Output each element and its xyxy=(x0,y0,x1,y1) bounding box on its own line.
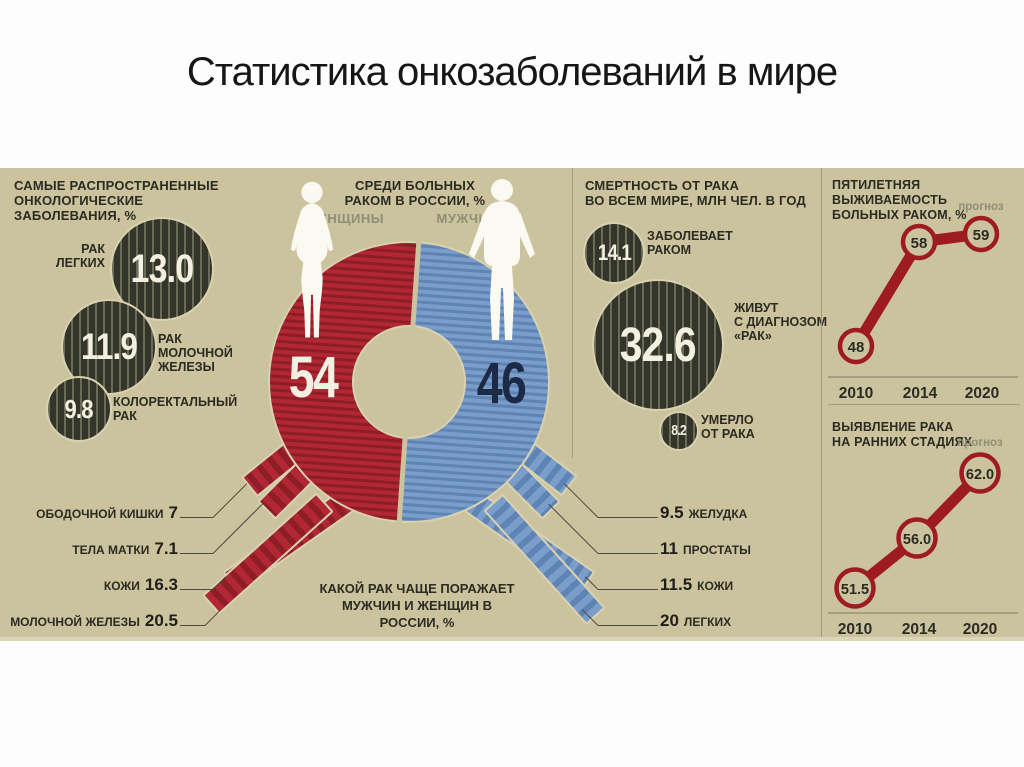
detection-heading: ВЫЯВЛЕНИЕ РАКА НА РАННИХ СТАДИЯХ xyxy=(832,420,973,449)
chart-panel-divider xyxy=(828,404,1020,405)
women-type-row: ТЕЛА МАТКИ 7.1 xyxy=(0,539,178,559)
type-value: 11 xyxy=(660,539,678,558)
men-share-value: 46 xyxy=(476,351,527,416)
type-label: КОЖИ xyxy=(103,579,140,593)
russia-caption: КАКОЙ РАК ЧАЩЕ ПОРАЖАЕТ МУЖЧИН И ЖЕНЩИН … xyxy=(319,581,515,630)
women-type-row: КОЖИ 16.3 xyxy=(0,575,178,595)
bubble-deaths-value: 8.2 xyxy=(671,423,687,439)
connector-line xyxy=(204,609,221,626)
year-label: 2020 xyxy=(965,385,999,402)
survival-heading: ПЯТИЛЕТНЯЯ ВЫЖИВАЕМОСТЬ БОЛЬНЫХ РАКОМ, % xyxy=(832,178,967,222)
men-type-row: 11 ПРОСТАТЫ xyxy=(660,539,810,559)
bubble-incidence-value: 14.1 xyxy=(597,240,631,265)
connector-line xyxy=(598,553,658,554)
bubble-lung-value: 13.0 xyxy=(130,246,195,291)
type-value: 20 xyxy=(660,611,679,630)
women-share-value: 54 xyxy=(288,345,339,410)
women-type-row: ОБОДОЧНОЙ КИШКИ 7 xyxy=(0,503,178,523)
section-divider xyxy=(572,168,573,458)
forecast-label: прогноз xyxy=(957,437,1003,449)
point-value: 48 xyxy=(848,339,865,356)
type-value: 16.3 xyxy=(144,575,178,594)
bubble-colorectal-label: КОЛОРЕКТАЛЬНЫЙ РАК xyxy=(113,395,238,423)
woman-silhouette-icon xyxy=(290,181,334,338)
section-divider xyxy=(821,168,822,637)
bubble-living-with-cancer: 32.6 xyxy=(592,279,724,411)
point-value: 51.5 xyxy=(841,582,869,598)
type-label: ОБОДОЧНОЙ КИШКИ xyxy=(36,507,164,521)
connector-line xyxy=(598,625,658,626)
man-silhouette-icon xyxy=(469,179,535,340)
year-label: 2014 xyxy=(903,385,938,402)
data-point xyxy=(962,215,1000,253)
point-value: 59 xyxy=(973,227,990,244)
type-label: ЖЕЛУДКА xyxy=(688,507,748,521)
bubble-incidence: 14.1 xyxy=(583,222,645,284)
year-label: 2010 xyxy=(839,385,873,402)
data-point xyxy=(900,223,938,261)
type-value: 20.5 xyxy=(144,611,178,630)
data-point xyxy=(959,452,1001,494)
point-value: 56.0 xyxy=(903,532,931,548)
bubble-living-label: ЖИВУТ С ДИАГНОЗОМ «РАК» xyxy=(734,301,828,343)
type-value: 9.5 xyxy=(660,503,684,522)
type-label: ПРОСТАТЫ xyxy=(682,543,751,557)
infographic-panel: САМЫЕ РАСПРОСТРАНЕННЫЕ ОНКОЛОГИЧЕСКИЕ ЗА… xyxy=(0,168,1024,641)
detection-line-chart: 51.5 56.0 62.0 прогноз 2010 2014 2020 xyxy=(828,437,1018,637)
common-cancers-heading: САМЫЕ РАСПРОСТРАНЕННЫЕ ОНКОЛОГИЧЕСКИЕ ЗА… xyxy=(14,178,219,223)
bubble-deaths: 8.2 xyxy=(659,411,699,451)
connector-line xyxy=(180,553,213,554)
forecast-label: прогноз xyxy=(958,201,1004,213)
bubble-breast-value: 11.9 xyxy=(80,326,138,367)
bubble-incidence-label: ЗАБОЛЕВАЕТ РАКОМ xyxy=(647,229,733,257)
page-title: Статистика онкозаболеваний в мире xyxy=(186,50,838,94)
type-label: МОЛОЧНОЙ ЖЕЛЕЗЫ xyxy=(10,615,140,629)
donut-split-gap xyxy=(396,239,422,525)
year-label: 2020 xyxy=(963,621,997,637)
type-label: КОЖИ xyxy=(697,579,734,593)
men-type-row: 11.5 КОЖИ xyxy=(660,575,810,595)
year-label: 2014 xyxy=(902,621,937,637)
russia-heading: СРЕДИ БОЛЬНЫХ РАКОМ В РОССИИ, % xyxy=(344,178,486,208)
connector-line xyxy=(598,589,658,590)
type-label: ЛЕГКИХ xyxy=(683,615,732,629)
bubble-lung-label: РАК ЛЕГКИХ xyxy=(55,242,105,270)
data-point xyxy=(896,517,938,559)
data-point xyxy=(834,567,876,609)
survival-line-chart: 48 58 59 прогноз 2010 2014 2020 xyxy=(828,201,1018,402)
bubble-colorectal-cancer: 9.8 xyxy=(46,376,112,442)
connector-line xyxy=(212,483,248,518)
women-type-row: МОЛОЧНОЙ ЖЕЛЕЗЫ 20.5 xyxy=(0,611,178,631)
point-value: 62.0 xyxy=(966,467,994,483)
point-value: 58 xyxy=(911,235,928,252)
connector-line xyxy=(180,517,213,518)
type-value: 7.1 xyxy=(154,539,178,558)
connector-line xyxy=(180,625,205,626)
bubble-living-value: 32.6 xyxy=(619,318,697,372)
mortality-heading: СМЕРТНОСТЬ ОТ РАКА ВО ВСЕМ МИРЕ, МЛН ЧЕЛ… xyxy=(585,178,807,208)
data-point xyxy=(837,327,875,365)
bubble-breast-label: РАК МОЛОЧНОЙ ЖЕЛЕЗЫ xyxy=(158,332,233,374)
men-type-row: 9.5 ЖЕЛУДКА xyxy=(660,503,810,523)
bubble-breast-cancer: 11.9 xyxy=(61,299,157,395)
bubble-colorectal-value: 9.8 xyxy=(64,393,94,424)
type-value: 7 xyxy=(168,503,178,522)
connector-line xyxy=(180,589,213,590)
type-value: 11.5 xyxy=(660,575,693,594)
type-label: ТЕЛА МАТКИ xyxy=(72,543,150,557)
year-label: 2010 xyxy=(838,621,872,637)
men-type-row: 20 ЛЕГКИХ xyxy=(660,611,810,631)
bubble-deaths-label: УМЕРЛО ОТ РАКА xyxy=(701,413,755,441)
connector-line xyxy=(598,517,658,518)
